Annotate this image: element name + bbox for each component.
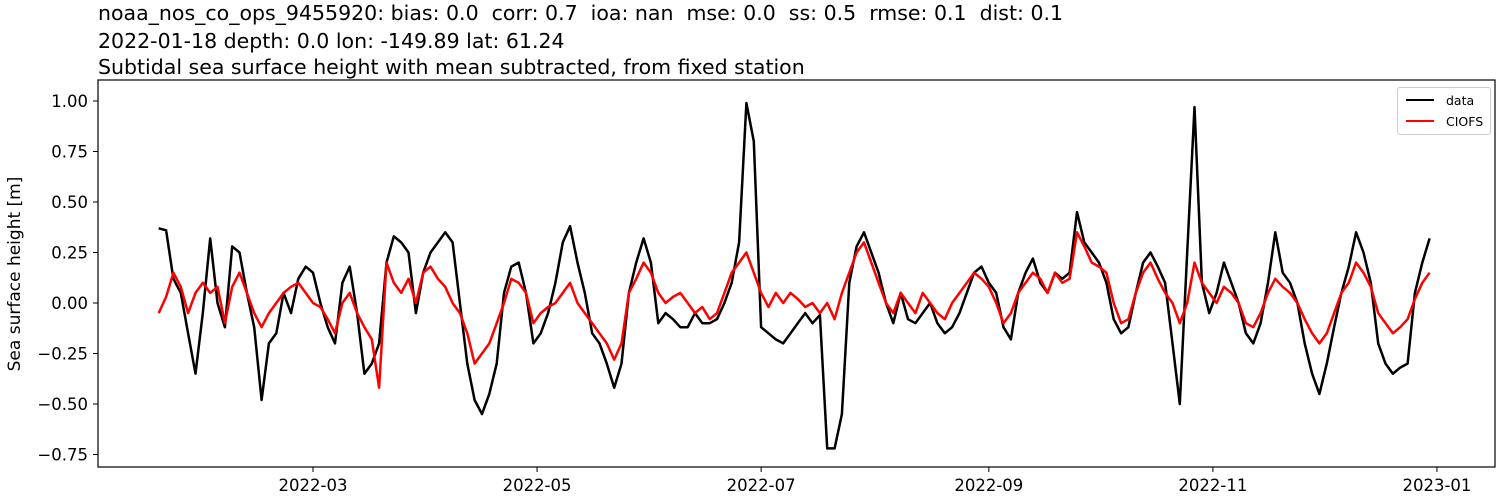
series-line-data — [158, 101, 1431, 450]
legend-item-data: data — [1406, 91, 1474, 109]
y-axis-label: Sea surface height [m] — [5, 177, 25, 372]
legend-item-ciofs: CIOFS — [1406, 112, 1483, 130]
x-axis: 2022-03 2022-05 2022-07 2022-09 2022-11 2023-… — [279, 467, 1471, 495]
y-tick-label: 1.00 — [51, 92, 88, 111]
legend-label-data: data — [1446, 92, 1475, 108]
series-layer — [157, 101, 1431, 450]
legend-swatch-ciofs — [1406, 120, 1434, 122]
legend-label-ciofs: CIOFS — [1446, 113, 1484, 129]
y-axis: 1.00 0.75 0.50 0.25 0.00 −0.25 −0.50 −0.75 — [37, 92, 98, 465]
y-tick-label: 0.75 — [51, 143, 88, 162]
legend: data CIOFS — [1397, 87, 1491, 135]
legend-swatch-data — [1406, 99, 1434, 101]
y-tick-label: −0.75 — [37, 446, 88, 465]
series-line-ciofs — [157, 231, 1431, 390]
x-tick-label: 2022-05 — [503, 476, 572, 495]
chart-title-description: Subtidal sea surface height with mean su… — [98, 55, 805, 79]
y-tick-label: −0.50 — [37, 395, 88, 414]
y-tick-label: 0.50 — [51, 193, 88, 212]
y-tick-label: −0.25 — [37, 345, 88, 364]
x-tick-label: 2022-11 — [1178, 476, 1247, 495]
chart-title-metrics: noaa_nos_co_ops_9455920: bias: 0.0 corr:… — [98, 1, 1064, 25]
y-tick-label: 0.00 — [51, 294, 88, 313]
plot-frame — [97, 79, 1496, 468]
x-tick-label: 2022-09 — [954, 476, 1023, 495]
x-tick-label: 2023-01 — [1402, 476, 1471, 495]
y-tick-label: 0.25 — [51, 244, 88, 263]
chart-title-station-info: 2022-01-18 depth: 0.0 lon: -149.89 lat: … — [98, 29, 565, 53]
x-tick-label: 2022-07 — [727, 476, 796, 495]
x-tick-label: 2022-03 — [279, 476, 348, 495]
